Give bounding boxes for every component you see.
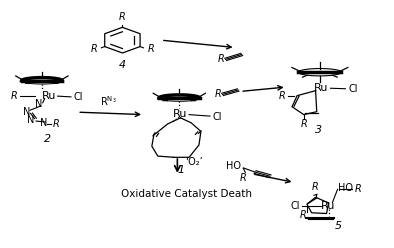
Text: N: N — [40, 118, 48, 128]
Text: 1: 1 — [178, 165, 185, 175]
Text: R: R — [53, 119, 59, 128]
Text: R: R — [215, 90, 221, 99]
Text: R: R — [10, 91, 17, 101]
Text: R: R — [299, 210, 306, 220]
Text: R: R — [119, 12, 126, 22]
Text: HO: HO — [338, 183, 353, 193]
Text: N: N — [35, 99, 43, 109]
Text: 3: 3 — [315, 125, 322, 135]
Text: 2: 2 — [43, 134, 50, 144]
Text: 5: 5 — [335, 221, 342, 231]
Text: Cl: Cl — [348, 84, 358, 94]
Text: R: R — [355, 184, 362, 194]
Text: N: N — [23, 107, 31, 117]
Text: R: R — [148, 44, 154, 54]
Text: Ru: Ru — [41, 91, 56, 101]
Text: R: R — [91, 44, 97, 54]
Text: 4: 4 — [119, 60, 126, 70]
Text: HO: HO — [227, 161, 242, 171]
Text: R: R — [312, 182, 319, 192]
Text: R$\mathregular{^{N_3}}$: R$\mathregular{^{N_3}}$ — [100, 94, 117, 108]
Text: R: R — [300, 119, 307, 129]
Text: Ru: Ru — [314, 83, 328, 93]
Text: Cl: Cl — [73, 92, 83, 102]
Text: Cl: Cl — [290, 201, 300, 211]
Text: Oxidative Catalyst Death: Oxidative Catalyst Death — [121, 189, 251, 199]
Text: R: R — [240, 173, 247, 183]
Text: Ru: Ru — [173, 109, 188, 119]
Text: N: N — [27, 115, 35, 125]
Text: R: R — [218, 54, 225, 64]
Text: Ru: Ru — [322, 201, 336, 211]
Text: R: R — [279, 91, 285, 101]
Text: ‘O₂’: ‘O₂’ — [185, 157, 203, 167]
Text: Cl: Cl — [213, 112, 222, 122]
